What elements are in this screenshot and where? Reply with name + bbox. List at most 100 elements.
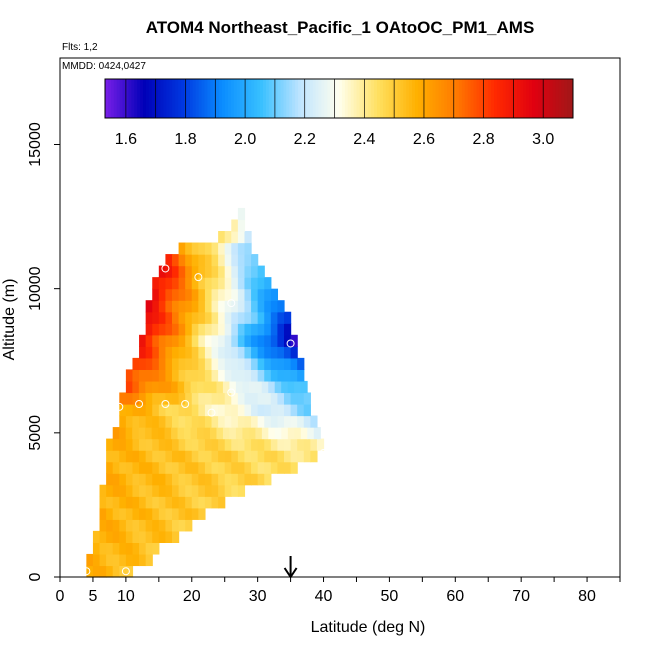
heat-cell [119, 404, 127, 417]
heat-cell [198, 415, 206, 428]
heat-cell [270, 415, 279, 428]
heat-cell [125, 438, 134, 451]
heat-cell [211, 438, 219, 451]
heat-cell [211, 357, 219, 370]
heat-cell [244, 461, 252, 474]
heat-cell [290, 392, 298, 405]
heat-cell [185, 392, 193, 405]
heat-cell [198, 311, 206, 324]
heat-cell [158, 346, 167, 359]
heat-cell [244, 334, 252, 347]
colorbar-swatch [128, 79, 132, 118]
colorbar-swatch [140, 79, 144, 118]
heat-cell [198, 288, 206, 301]
heat-cell [145, 461, 153, 474]
heat-cell [224, 300, 232, 313]
heat-cell [261, 380, 269, 394]
heat-cell [172, 473, 180, 486]
heat-cell [294, 427, 302, 440]
heat-cell [264, 357, 272, 370]
colorbar-swatch [265, 79, 270, 118]
heat-cell [270, 357, 279, 370]
heat-cell [152, 323, 160, 336]
heat-cell [145, 323, 153, 336]
heat-cell [139, 496, 147, 509]
heat-cell [211, 461, 219, 474]
heat-cell [264, 392, 272, 405]
heat-cell [185, 265, 193, 278]
heat-cell [255, 427, 263, 440]
heat-cell [231, 404, 239, 417]
heat-cell [191, 265, 199, 278]
colorbar-swatch [344, 79, 349, 118]
heat-cell [244, 404, 252, 417]
heat-cell [307, 427, 315, 440]
heat-cell [112, 438, 120, 451]
heat-cell [139, 369, 147, 382]
colorbar-swatch [175, 79, 179, 118]
heat-cell [106, 461, 114, 474]
colorbar-swatch [181, 79, 185, 118]
heat-cell [152, 300, 160, 313]
heat-cell [139, 334, 147, 347]
heat-cell [178, 323, 186, 336]
colorbar-swatch [412, 79, 416, 118]
heat-cell [244, 277, 252, 290]
heat-cell [185, 519, 193, 532]
colorbar-swatch [327, 79, 331, 118]
heat-cell [211, 265, 219, 278]
heat-cell [165, 473, 173, 486]
heat-cell [99, 530, 107, 543]
heat-cell [274, 427, 282, 440]
heat-cell [277, 392, 285, 405]
heat-cell [237, 334, 246, 347]
colorbar-swatch [163, 79, 167, 118]
colorbar-swatch [540, 79, 545, 118]
colorbar-swatch [426, 79, 431, 118]
colorbar-swatch [429, 79, 434, 118]
heat-cell [204, 254, 213, 267]
heat-cell [145, 357, 153, 370]
heat-cell [284, 415, 292, 428]
colorbar-swatch [435, 79, 439, 118]
heat-cell [119, 450, 127, 463]
heat-cell [218, 392, 226, 405]
heat-cell [139, 461, 147, 474]
heat-cell [257, 311, 265, 324]
colorbar-swatch [374, 79, 378, 118]
heat-cell [224, 461, 232, 474]
heat-cell [242, 380, 250, 394]
heat-cell [139, 438, 147, 451]
sample-point [135, 400, 144, 408]
heat-cell [145, 380, 153, 394]
colorbar-tick-label: 2.6 [413, 131, 435, 148]
heat-cell [211, 311, 219, 324]
heat-cell [204, 323, 213, 336]
heat-cell [132, 542, 140, 555]
heat-cell [178, 242, 186, 255]
heat-cell [257, 450, 265, 463]
heat-cell [132, 404, 140, 417]
heat-cell [251, 311, 259, 324]
heat-cell [184, 380, 192, 394]
heat-cell [185, 507, 193, 520]
heat-cell [132, 415, 140, 428]
heat-cell [287, 427, 295, 440]
mmdd-note: MMDD: 0424,0427 [62, 61, 146, 72]
heat-cell [277, 300, 285, 313]
heat-cell [119, 542, 127, 555]
heat-cell [158, 530, 167, 543]
heat-cell [216, 380, 224, 394]
heat-cell [165, 265, 173, 278]
heat-cell [152, 357, 160, 370]
heat-cell [106, 450, 114, 463]
heat-cell [231, 323, 239, 336]
colorbar-swatch [134, 79, 138, 118]
heat-cell [290, 346, 298, 359]
x-tick-label: 60 [446, 588, 464, 605]
heat-cell [264, 277, 272, 290]
heat-cell [112, 461, 120, 474]
heat-cell [244, 265, 252, 278]
heat-cell [257, 404, 265, 417]
heat-cell [204, 484, 213, 497]
